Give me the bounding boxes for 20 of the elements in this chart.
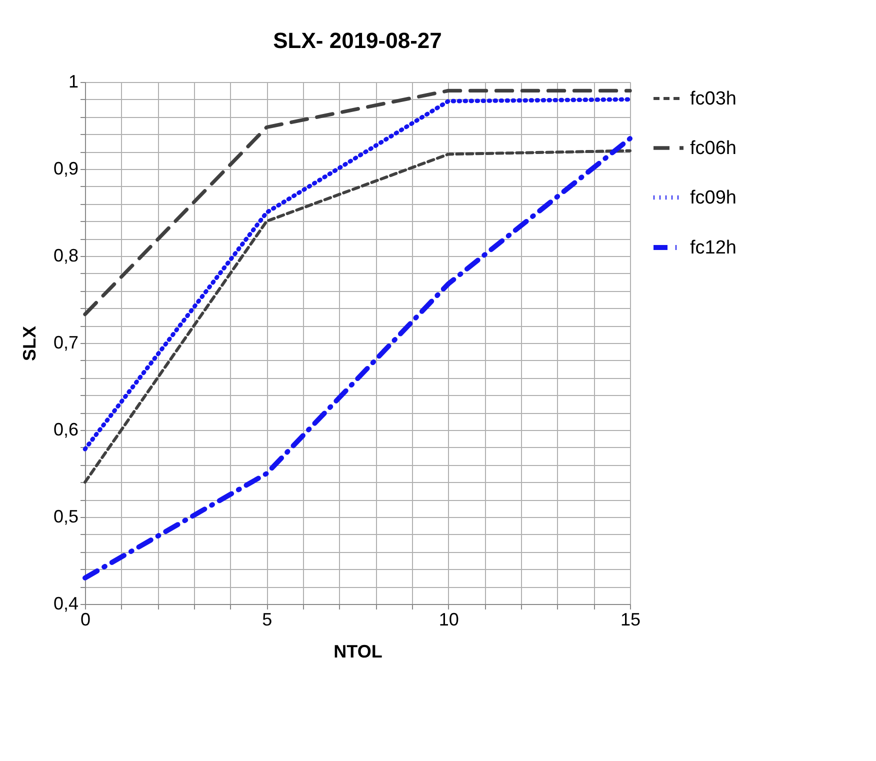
x-tick-label: 0 — [80, 610, 91, 630]
y-tick-label: 0,8 — [53, 246, 78, 266]
x-tick-label: 15 — [620, 610, 641, 630]
legend-label: fc06h — [690, 138, 736, 159]
y-tick-label: 0,4 — [53, 594, 78, 614]
line-series — [82, 97, 632, 452]
legend-label: fc12h — [690, 238, 736, 258]
x-axis-title: NTOL — [334, 642, 382, 662]
y-axis-title: SLX — [19, 326, 40, 362]
x-tick-label: 5 — [262, 610, 272, 630]
y-tick-label: 0,7 — [53, 332, 78, 352]
line-series — [84, 149, 632, 484]
y-tick-label: 1 — [68, 72, 78, 92]
chart-title: SLX- 2019-08-27 — [273, 28, 442, 53]
x-tick-label: 10 — [438, 610, 459, 630]
y-tick-label: 0,6 — [53, 420, 78, 440]
y-tick-label: 0,5 — [53, 506, 78, 526]
legend-label: fc03h — [690, 88, 736, 110]
legend-label: fc09h — [690, 188, 736, 208]
y-tick-label: 0,9 — [53, 158, 78, 178]
